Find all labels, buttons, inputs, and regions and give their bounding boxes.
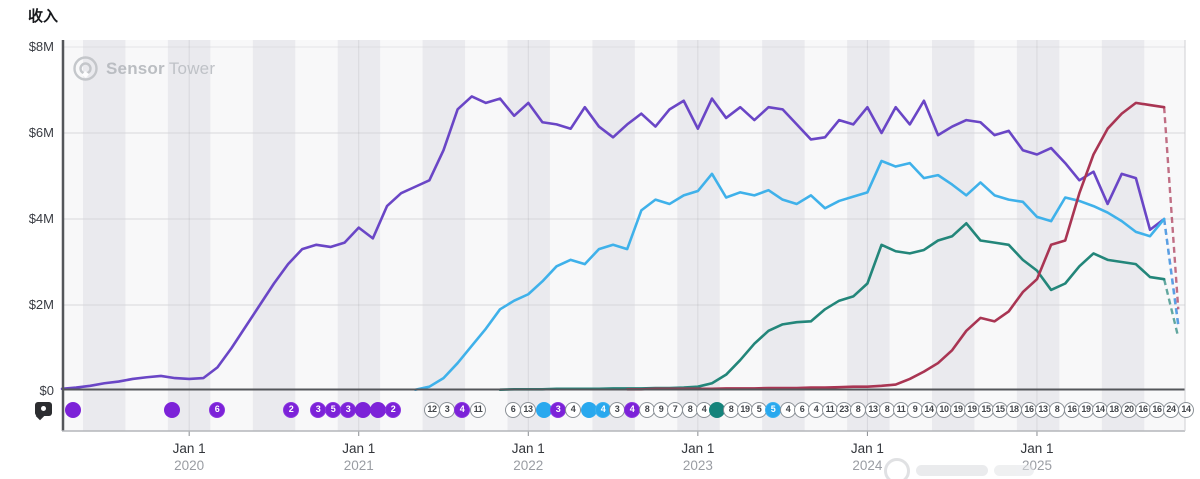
x-axis-label-2022: Jan 1 2022 xyxy=(483,440,573,474)
event-marker-dot[interactable] xyxy=(536,402,552,418)
axis-lines xyxy=(61,40,1186,432)
x-axis-year: 2020 xyxy=(174,458,205,473)
x-axis-label-2023: Jan 1 2023 xyxy=(653,440,743,474)
event-badge[interactable]: 14 xyxy=(921,402,937,418)
event-badge[interactable]: 4 xyxy=(624,402,640,418)
series-teal-app-line[interactable] xyxy=(498,222,1166,392)
event-badge[interactable]: 3 xyxy=(340,402,356,418)
y-axis-label: $0 xyxy=(39,383,54,398)
event-badge[interactable]: 23 xyxy=(836,402,852,418)
event-badge[interactable]: 12 xyxy=(424,402,440,418)
page-title: 收入 xyxy=(28,8,59,25)
x-axis-month: Jan 1 xyxy=(681,441,715,456)
event-badge[interactable]: 24 xyxy=(1163,402,1179,418)
event-badge[interactable]: 5 xyxy=(325,402,341,418)
series-purple-app-line[interactable] xyxy=(60,95,1166,391)
series-light-blue-app-projection[interactable] xyxy=(1162,218,1180,327)
event-badge[interactable]: 2 xyxy=(283,402,299,418)
event-badge[interactable]: 6 xyxy=(505,402,521,418)
x-axis-month: Jan 1 xyxy=(850,441,884,456)
event-badge[interactable]: 13 xyxy=(520,402,536,418)
y-axis-label: $2M xyxy=(28,297,54,312)
x-axis-year: 2022 xyxy=(513,458,544,473)
event-marker-dot[interactable] xyxy=(709,402,725,418)
x-axis-year: 2023 xyxy=(682,458,713,473)
event-badge[interactable]: 8 xyxy=(1049,402,1065,418)
x-axis-label-2020: Jan 1 2020 xyxy=(144,440,234,474)
event-badge[interactable]: 18 xyxy=(1006,402,1022,418)
x-axis-month: Jan 1 xyxy=(172,441,206,456)
x-axis-month: Jan 1 xyxy=(1020,441,1054,456)
event-badge[interactable]: 14 xyxy=(1178,402,1194,418)
event-badge[interactable]: 3 xyxy=(550,402,566,418)
event-badge[interactable]: 8 xyxy=(850,402,866,418)
event-badge[interactable]: 14 xyxy=(1092,402,1108,418)
event-marker-dot[interactable] xyxy=(164,402,180,418)
event-badge[interactable]: 3 xyxy=(609,402,625,418)
x-axis-label-2024: Jan 1 2024 xyxy=(822,440,912,474)
event-badge[interactable]: 6 xyxy=(209,402,225,418)
event-badge[interactable]: 4 xyxy=(454,402,470,418)
series-light-blue-app-line[interactable] xyxy=(413,159,1166,392)
x-axis-year: 2025 xyxy=(1021,458,1052,473)
event-marker-dot[interactable] xyxy=(65,402,81,418)
y-axis-label: $8M xyxy=(28,39,54,54)
x-axis-year: 2024 xyxy=(852,458,883,473)
x-axis-label-2021: Jan 1 2021 xyxy=(314,440,404,474)
event-badge[interactable]: 3 xyxy=(439,402,455,418)
event-marker-dot[interactable] xyxy=(355,402,371,418)
event-badge[interactable]: 4 xyxy=(565,402,581,418)
event-badge[interactable]: 13 xyxy=(1035,402,1051,418)
event-badge[interactable]: 7 xyxy=(667,402,683,418)
event-badge[interactable]: 5 xyxy=(765,402,781,418)
y-axis-label: $6M xyxy=(28,125,54,140)
event-marker-dot[interactable] xyxy=(581,402,597,418)
background-stripes xyxy=(62,40,1185,431)
x-axis-year: 2021 xyxy=(343,458,374,473)
y-axis-label: $4M xyxy=(28,211,54,226)
event-badge[interactable]: 18 xyxy=(1106,402,1122,418)
x-axis-label-2025: Jan 1 2025 xyxy=(992,440,1082,474)
event-badge[interactable]: 19 xyxy=(737,402,753,418)
x-axis-month: Jan 1 xyxy=(511,441,545,456)
event-badge[interactable]: 8 xyxy=(723,402,739,418)
event-badge[interactable]: 11 xyxy=(470,402,486,418)
event-badge[interactable]: 3 xyxy=(310,402,326,418)
series-crimson-app-projection[interactable] xyxy=(1162,107,1180,310)
event-badge[interactable]: 4 xyxy=(595,402,611,418)
x-axis-month: Jan 1 xyxy=(342,441,376,456)
event-badge[interactable]: 2 xyxy=(385,402,401,418)
event-marker-dot[interactable] xyxy=(370,402,386,418)
